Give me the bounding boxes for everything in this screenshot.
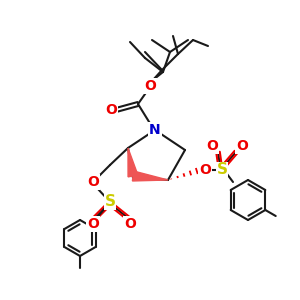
Text: O: O bbox=[87, 217, 99, 231]
Text: O: O bbox=[124, 217, 136, 231]
Text: S: S bbox=[104, 194, 116, 209]
Polygon shape bbox=[128, 148, 138, 177]
Text: S: S bbox=[217, 163, 227, 178]
Text: O: O bbox=[206, 139, 218, 153]
Text: O: O bbox=[87, 175, 99, 189]
Text: N: N bbox=[149, 123, 161, 137]
Text: O: O bbox=[199, 163, 211, 177]
Polygon shape bbox=[132, 171, 168, 181]
Text: O: O bbox=[144, 79, 156, 93]
Text: O: O bbox=[236, 139, 248, 153]
Text: O: O bbox=[105, 103, 117, 117]
